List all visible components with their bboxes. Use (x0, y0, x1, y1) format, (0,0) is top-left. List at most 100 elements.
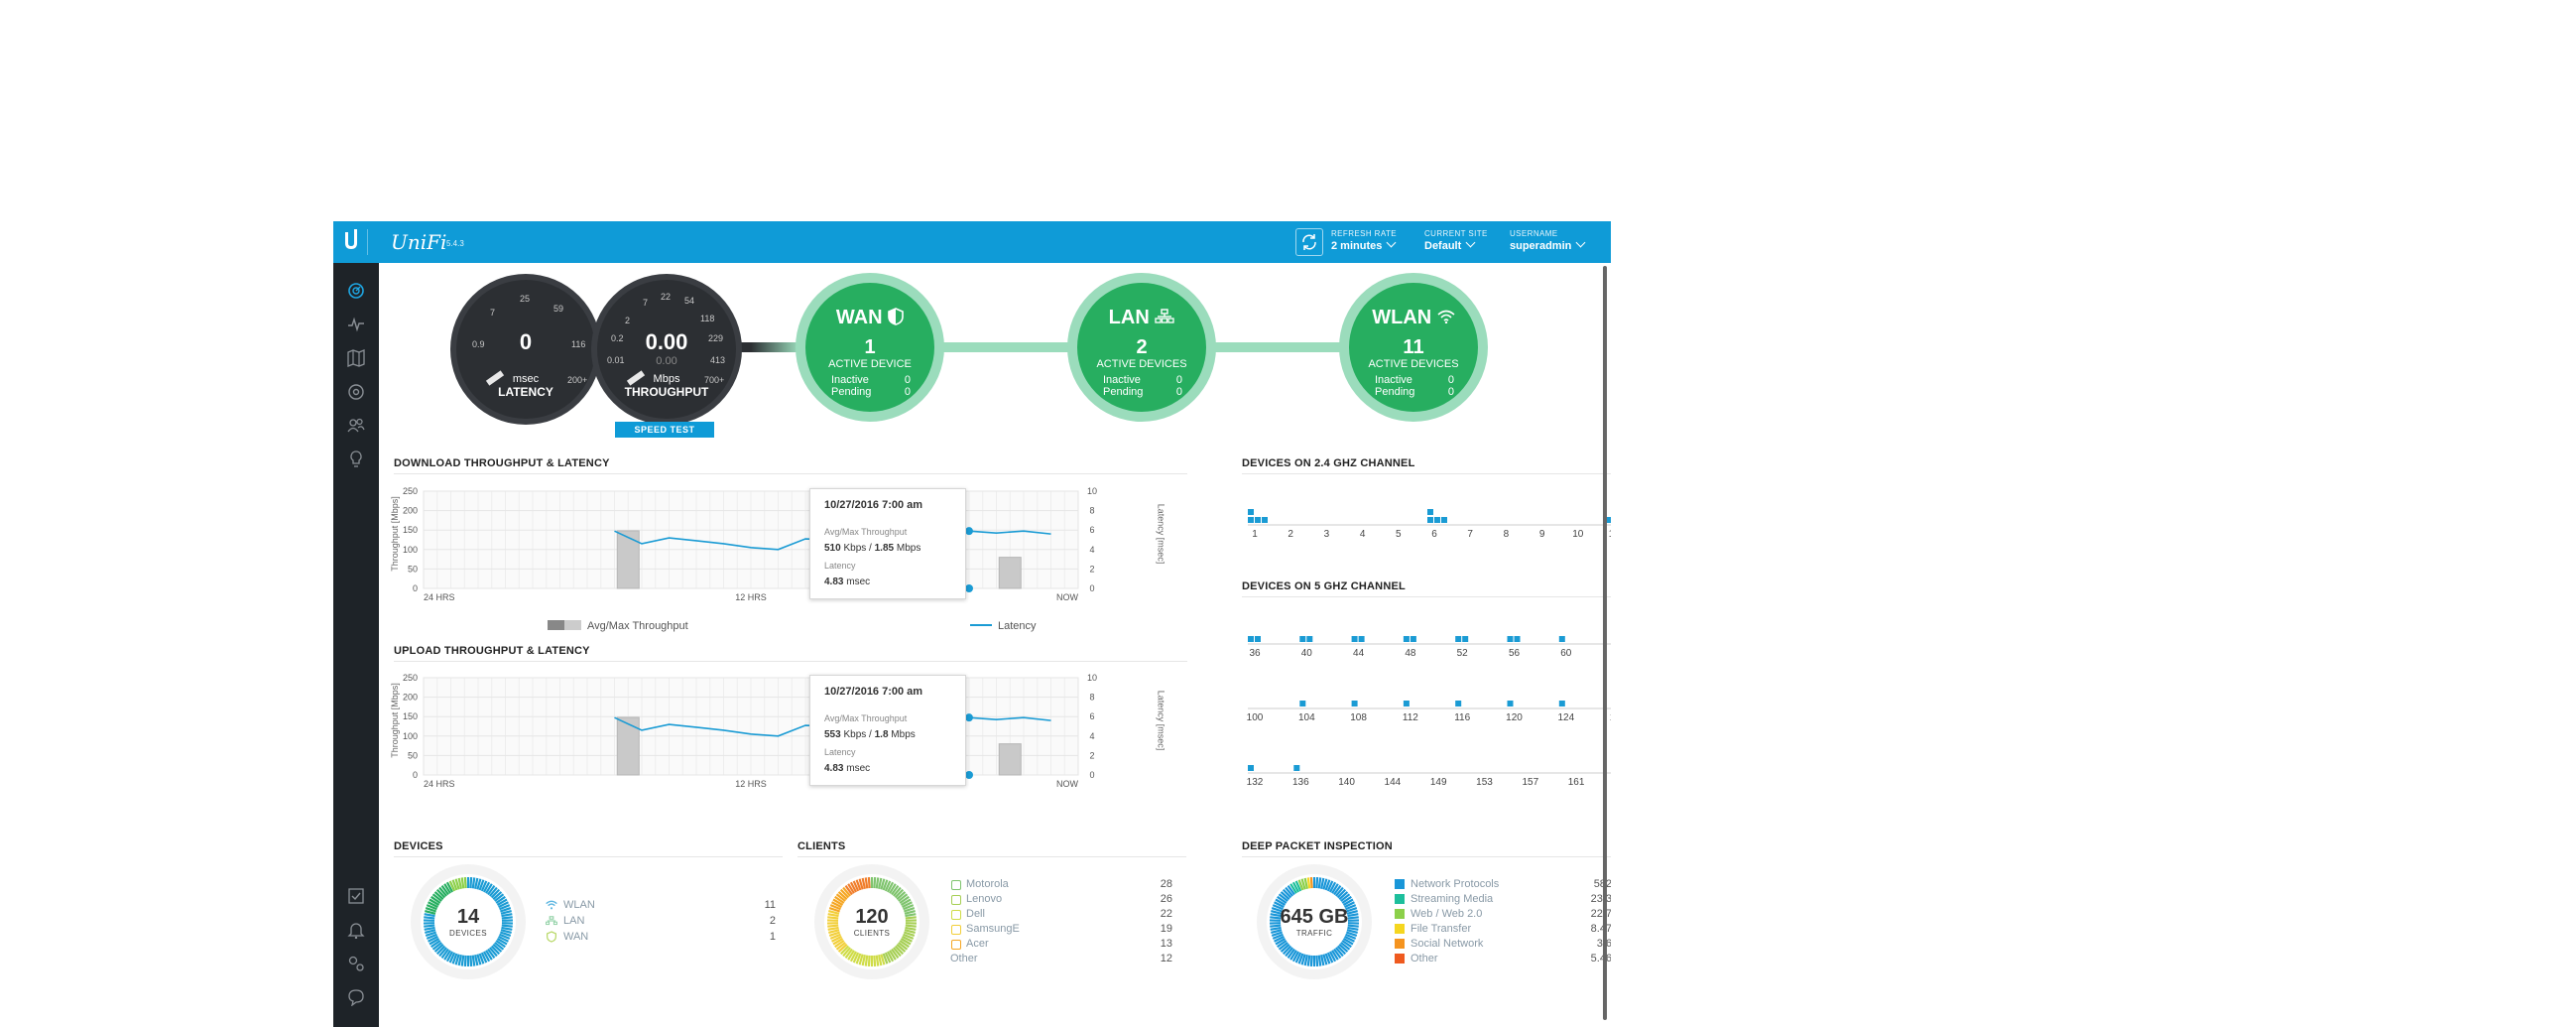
devices-icon[interactable] (347, 383, 365, 401)
donut-segment-tick (1341, 940, 1352, 949)
donut-segment-tick (884, 952, 892, 963)
donut-segment-tick (873, 955, 877, 966)
donut-segment-tick (903, 931, 916, 937)
upload-y-left-label: Throughput [Mbps] (389, 683, 400, 758)
donut-segment-tick (495, 895, 506, 904)
donut-segment-tick (425, 907, 437, 913)
channels-5-title: DEVICES ON 5 GHZ CHANNEL (1242, 580, 1406, 592)
channel-label: 40 (1301, 648, 1313, 659)
donut-segment-tick (1303, 877, 1309, 889)
donut-segment-tick (1300, 954, 1306, 965)
wlan-node[interactable]: WLAN 11 ACTIVE DEVICES Inactive 0 Pending… (1349, 283, 1478, 412)
dpi-category-label: Social Network (1411, 938, 1484, 950)
donut-segment-tick (852, 880, 860, 892)
donut-segment-tick (501, 916, 513, 920)
dashboard-main: 25 59 7 116 0.9 200+ 0 msec LATENCY 22 5… (379, 263, 1611, 1027)
donut-segment-tick (445, 881, 454, 893)
legend-latency: Latency (970, 616, 1037, 634)
dashboard-icon[interactable] (347, 282, 365, 300)
donut-segment-tick (485, 950, 493, 961)
channel-device-square (1351, 701, 1358, 706)
upload-chart[interactable]: 0 50 100 150 200 250 0 2 4 6 8 10 24 HRS 12 HRS NOW (394, 670, 1187, 789)
donut-segment-tick (478, 879, 485, 891)
current-site-selector[interactable]: CURRENT SITE Default (1424, 229, 1488, 252)
lan-node[interactable]: LAN 2 ACTIVE DEVICES Inactive 0 Pending 0 (1077, 283, 1206, 412)
chat-icon[interactable] (347, 988, 365, 1007)
donut-segment-tick (1322, 954, 1328, 965)
settings-icon[interactable] (347, 955, 365, 972)
dpi-category-label: Streaming Media (1411, 893, 1494, 905)
donut-segment-tick (1275, 938, 1287, 946)
scrollbar[interactable] (1603, 266, 1607, 1020)
tooltip-avg-unit: Kbps (843, 729, 867, 740)
donut-segment-tick (882, 953, 889, 964)
donut-segment-tick (827, 924, 839, 928)
wan-node[interactable]: WAN 1 ACTIVE DEVICE Inactive 0 Pending 0 (805, 283, 934, 412)
download-chart-title: DOWNLOAD THROUGHPUT & LATENCY (394, 457, 610, 469)
channel-label: 3 (1324, 529, 1330, 540)
donut-segment-tick (899, 895, 910, 904)
donut-segment-tick (837, 891, 848, 901)
donut-segment-tick (430, 895, 441, 904)
dpi-donut[interactable]: 645 GB TRAFFIC (1255, 862, 1374, 981)
refresh-button[interactable] (1295, 228, 1323, 256)
donut-segment-tick (496, 938, 508, 946)
channel-device-square (1410, 636, 1416, 642)
devices-donut[interactable]: 14 DEVICES (409, 862, 528, 981)
download-chart[interactable]: 0 50 100 150 200 250 0 2 4 6 8 10 24 HRS 12 HRS NOW (394, 483, 1187, 602)
donut-segment-tick (1303, 955, 1309, 966)
wlan-pending-label: Pending (1375, 386, 1415, 398)
ubiquiti-logo-icon[interactable] (341, 229, 368, 255)
clients-icon[interactable] (347, 417, 365, 435)
dpi-total: 645 GB (1280, 906, 1349, 928)
channel-label: 1 (1252, 529, 1258, 540)
gauge-tick: 7 (643, 298, 649, 308)
gauge-tick: 25 (520, 294, 531, 304)
legend-throughput-swatch (548, 620, 581, 630)
devices-item-wlan: WLAN (563, 899, 595, 911)
upload-y-right-label: Latency [msec] (1156, 690, 1166, 751)
channel-label: 56 (1509, 648, 1521, 659)
donut-segment-tick (1328, 951, 1337, 963)
clients-donut[interactable]: 120 CLIENTS (812, 862, 931, 981)
donut-segment-tick (861, 877, 867, 889)
donut-segment-tick (473, 877, 479, 889)
channel-device-square (1455, 701, 1462, 706)
donut-segment-tick (496, 898, 508, 906)
channel-device-square (1558, 636, 1565, 642)
tasks-icon[interactable] (347, 887, 365, 905)
donut-segment-tick (1335, 947, 1344, 958)
donut-segment-tick (855, 953, 862, 964)
donut-segment-tick (1278, 942, 1288, 951)
donut-segment-tick (832, 938, 844, 946)
alerts-icon[interactable] (347, 921, 365, 940)
tooltip-avg-unit: Kbps (843, 543, 867, 554)
wifi-icon (546, 900, 557, 910)
wlan-status: ACTIVE DEVICES (1368, 358, 1459, 370)
wan-inactive-label: Inactive (831, 374, 869, 386)
network-icon (546, 916, 557, 926)
speed-test-button[interactable]: SPEED TEST (615, 422, 714, 438)
donut-segment-tick (476, 878, 482, 890)
donut-segment-tick (1322, 878, 1328, 890)
donut-segment-tick (428, 935, 438, 943)
channel-label: 4 (1360, 529, 1366, 540)
y2-tick-label: 0 (1089, 770, 1094, 780)
statistics-icon[interactable] (347, 316, 365, 333)
wan-pending-value: 0 (904, 386, 911, 398)
donut-segment-tick (454, 954, 460, 965)
channel-device-square (1248, 509, 1254, 515)
donut-segment-tick (1347, 916, 1359, 920)
dpi-category-swatch (1395, 954, 1405, 963)
insights-icon[interactable] (347, 450, 365, 468)
refresh-rate-selector[interactable]: REFRESH RATE 2 minutes (1331, 229, 1397, 252)
donut-segment-tick (471, 955, 476, 966)
donut-segment-tick (460, 955, 465, 966)
channel-label: 132 (1247, 777, 1264, 788)
donut-segment-tick (844, 948, 853, 960)
donut-segment-tick (454, 878, 460, 890)
wlan-inactive-value: 0 (1447, 374, 1454, 386)
username-menu[interactable]: USERNAME superadmin (1510, 229, 1586, 252)
map-icon[interactable] (347, 349, 365, 367)
donut-segment-tick (835, 893, 846, 902)
